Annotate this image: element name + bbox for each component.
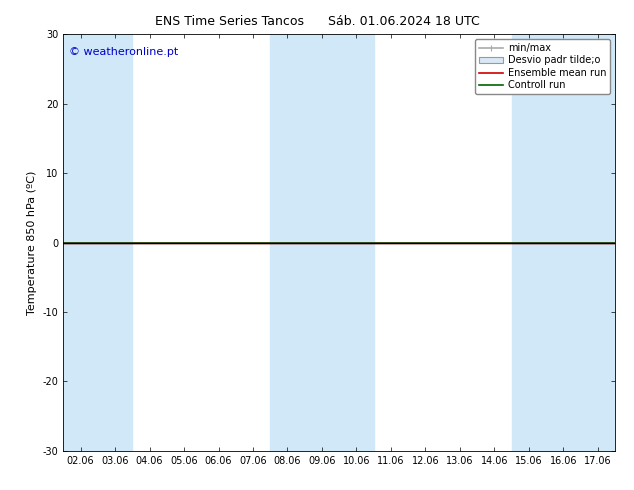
Bar bbox=[270, 34, 305, 451]
Legend: min/max, Desvio padr tilde;o, Ensemble mean run, Controll run: min/max, Desvio padr tilde;o, Ensemble m… bbox=[475, 39, 610, 94]
Bar bbox=[305, 34, 339, 451]
Bar bbox=[63, 34, 98, 451]
Bar bbox=[512, 34, 546, 451]
Text: ENS Time Series Tancos      Sáb. 01.06.2024 18 UTC: ENS Time Series Tancos Sáb. 01.06.2024 1… bbox=[155, 15, 479, 28]
Bar bbox=[339, 34, 373, 451]
Y-axis label: Temperature 850 hPa (ºC): Temperature 850 hPa (ºC) bbox=[27, 171, 37, 315]
Bar bbox=[98, 34, 133, 451]
Bar bbox=[581, 34, 615, 451]
Text: © weatheronline.pt: © weatheronline.pt bbox=[69, 47, 178, 57]
Bar bbox=[546, 34, 581, 451]
